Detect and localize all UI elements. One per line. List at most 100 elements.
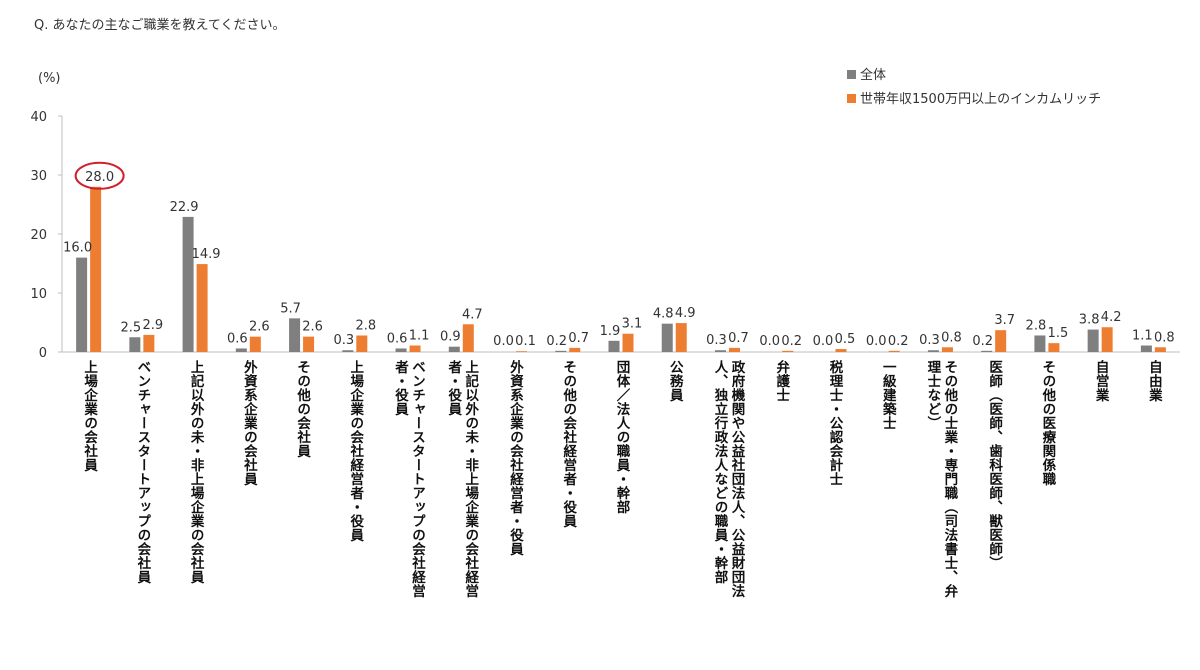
y-tick-label: 10 [30, 287, 47, 302]
bar-income-rich-10 [622, 333, 634, 352]
label-income-rich-1: 2.9 [143, 318, 164, 333]
category-label-line: 外資系企業の会社員 [240, 360, 257, 486]
y-axis: 0 10 20 30 40 [30, 110, 1180, 361]
category-label-line: 上場企業の会社経営者・役員 [347, 360, 364, 542]
bar-zentai-11 [661, 323, 673, 352]
y-tick-label: 40 [30, 110, 47, 125]
label-income-rich-4: 2.6 [302, 320, 323, 335]
bar-zentai-5 [342, 350, 354, 352]
bar-income-rich-2 [196, 264, 208, 352]
category-label-line: 団体／法人の職員・幹部 [613, 360, 630, 514]
label-zentai-11: 4.8 [653, 307, 674, 322]
category-label-line: 医師（医師、歯科医師、獣医師） [986, 360, 1003, 570]
label-income-rich-10: 3.1 [622, 317, 643, 332]
bar-zentai-0 [76, 257, 88, 352]
bar-income-rich-14 [835, 349, 847, 352]
bar-zentai-16 [927, 350, 939, 352]
legend-label-zentai: 全体 [860, 67, 886, 83]
category-label-line: 税理士・公認会計士 [826, 360, 843, 486]
label-income-rich-3: 2.6 [249, 320, 270, 335]
bar-zentai-20 [1140, 345, 1152, 352]
bar-zentai-18 [1034, 335, 1046, 352]
bar-income-rich-18 [1048, 343, 1060, 352]
label-zentai-12: 0.3 [706, 333, 727, 348]
label-zentai-16: 0.3 [919, 333, 940, 348]
bar-zentai-4 [289, 318, 301, 352]
bar-zentai-17 [981, 350, 993, 352]
label-income-rich-13: 0.2 [781, 334, 802, 349]
category-label-0: 上場企業の会社員 [80, 360, 97, 472]
category-label-20: 自由業 [1145, 360, 1162, 402]
category-label-line: 者・役員 [445, 360, 462, 416]
category-label-10: 団体／法人の職員・幹部 [613, 360, 630, 514]
category-label-line: 自営業 [1092, 360, 1109, 402]
category-label-19: 自営業 [1092, 360, 1109, 402]
category-label-line: 外資系企業の会社経営者・役員 [507, 360, 524, 556]
bar-income-rich-1 [143, 334, 155, 352]
label-zentai-8: 0.0 [493, 334, 514, 349]
category-label-8: 外資系企業の会社経営者・役員 [506, 360, 523, 556]
label-zentai-7: 0.9 [440, 330, 461, 345]
bar-zentai-6 [395, 348, 407, 352]
label-income-rich-11: 4.9 [675, 306, 696, 321]
bar-income-rich-16 [941, 347, 953, 352]
y-tick-label: 20 [30, 228, 47, 243]
category-label-16: その他の士業・専門職（司法書士、弁 理士など） [923, 360, 957, 598]
label-zentai-6: 0.6 [387, 331, 408, 346]
bar-zentai-12 [714, 350, 726, 352]
legend-swatch-zentai [847, 70, 856, 79]
category-label-line: 人、独立行政法人などの職員・幹部 [711, 360, 728, 584]
bar-income-rich-4 [303, 336, 315, 352]
category-label-line: 自由業 [1145, 360, 1162, 402]
label-income-rich-17: 3.7 [994, 313, 1015, 328]
bar-zentai-10 [608, 340, 620, 352]
bar-income-rich-8 [516, 351, 528, 352]
label-income-rich-18: 1.5 [1048, 326, 1069, 341]
category-label-9: その他の会社経営者・役員 [559, 360, 576, 528]
label-income-rich-9: 0.7 [568, 331, 589, 346]
highlight-circle [74, 161, 125, 190]
label-income-rich-0: 28.0 [85, 170, 114, 185]
category-label-line: 公務員 [666, 360, 683, 402]
category-label-line: 理士など） [924, 360, 941, 430]
bar-zentai-19 [1087, 329, 1099, 352]
label-income-rich-14: 0.5 [835, 332, 856, 347]
bar-income-rich-17 [995, 330, 1007, 352]
label-income-rich-15: 0.2 [888, 334, 909, 349]
category-label-line: 政府機関や公益社団法人、公益財団法 [728, 360, 745, 598]
label-zentai-4: 5.7 [280, 301, 301, 316]
bar-income-rich-3 [249, 336, 261, 352]
category-label-line: その他の会社員 [294, 360, 311, 458]
y-tick-label: 30 [30, 169, 47, 184]
bar-income-rich-0 [90, 186, 102, 352]
category-label-3: 外資系企業の会社員 [240, 360, 257, 486]
label-zentai-15: 0.0 [866, 334, 887, 349]
label-zentai-13: 0.0 [759, 334, 780, 349]
label-income-rich-12: 0.7 [728, 331, 749, 346]
label-zentai-17: 0.2 [972, 334, 993, 349]
category-label-7: 上記以外の未・非上場企業の会社経営 者・役員 [444, 360, 478, 598]
y-axis-label: (%) [38, 71, 61, 86]
category-label-line: 一級建築士 [879, 360, 896, 430]
category-label-line: ベンチャースタートアップの会社員 [134, 360, 151, 584]
label-income-rich-19: 4.2 [1101, 310, 1122, 325]
bar-income-rich-9 [569, 347, 581, 352]
label-zentai-5: 0.3 [333, 333, 354, 348]
bar-income-rich-12 [728, 347, 740, 352]
question-title: Q. あなたの主なご職業を教えてください。 [34, 18, 286, 33]
bar-income-rich-19 [1101, 327, 1113, 352]
label-zentai-0: 16.0 [63, 241, 92, 256]
bar-income-rich-5 [356, 335, 368, 352]
label-zentai-14: 0.0 [813, 334, 834, 349]
label-income-rich-16: 0.8 [941, 330, 962, 345]
category-label-12: 政府機関や公益社団法人、公益財団法 人、独立行政法人などの職員・幹部 [710, 360, 744, 598]
category-label-line: 上記以外の未・非上場企業の会社員 [187, 360, 204, 584]
category-label-14: 税理士・公認会計士 [825, 360, 842, 486]
label-zentai-10: 1.9 [600, 324, 621, 339]
y-tick-label: 0 [39, 346, 47, 361]
label-income-rich-6: 1.1 [409, 329, 430, 344]
category-label-11: 公務員 [666, 360, 683, 402]
category-label-13: 弁護士 [772, 360, 789, 402]
legend-swatch-income-rich [847, 94, 856, 103]
bar-zentai-2 [182, 216, 194, 352]
